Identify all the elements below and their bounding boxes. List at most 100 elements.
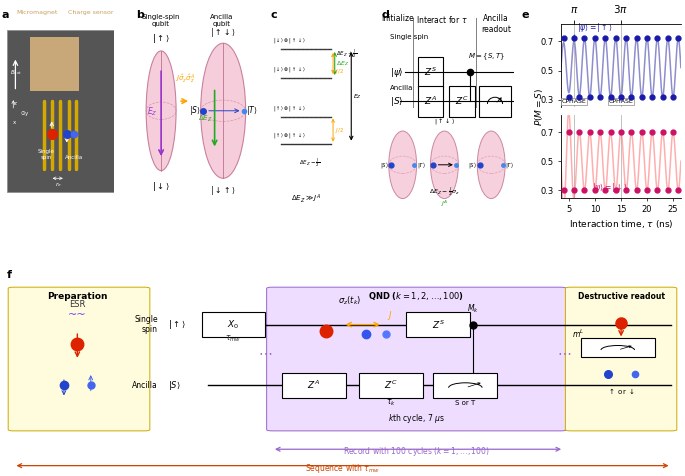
Text: $|S\rangle$: $|S\rangle$ [390, 95, 403, 108]
Text: $Z^S$: $Z^S$ [432, 318, 445, 331]
Text: $\Delta E_Z - \frac{J}{2}$: $\Delta E_Z - \frac{J}{2}$ [299, 157, 321, 169]
Text: $X_0$: $X_0$ [227, 318, 240, 331]
X-axis label: Interaction time, $\tau$ (ns): Interaction time, $\tau$ (ns) [569, 218, 673, 230]
Text: Ancilla: Ancilla [390, 85, 414, 90]
Text: CPHASE: CPHASE [608, 99, 634, 104]
Text: Ancilla: Ancilla [65, 155, 84, 160]
Text: $\Delta E_Z$: $\Delta E_Z$ [336, 59, 349, 68]
FancyBboxPatch shape [282, 373, 346, 397]
FancyBboxPatch shape [418, 57, 443, 88]
Text: $J/2$: $J/2$ [335, 67, 344, 76]
Text: $\odot$y: $\odot$y [20, 109, 29, 118]
Text: $Z^C$: $Z^C$ [384, 379, 398, 391]
Text: $Z^A$: $Z^A$ [308, 379, 321, 391]
Text: $\Delta E_Z + \frac{J}{2}$: $\Delta E_Z + \frac{J}{2}$ [336, 48, 358, 60]
FancyBboxPatch shape [8, 287, 150, 431]
Text: d: d [381, 10, 389, 20]
Text: $k$th cycle, 7 $\mu$s: $k$th cycle, 7 $\mu$s [388, 412, 445, 426]
FancyBboxPatch shape [406, 312, 470, 337]
FancyBboxPatch shape [359, 373, 423, 397]
Text: $|\downarrow\uparrow\rangle$: $|\downarrow\uparrow\rangle$ [210, 184, 236, 197]
Text: $|\downarrow\rangle\otimes|\uparrow\downarrow\rangle$: $|\downarrow\rangle\otimes|\uparrow\down… [273, 65, 306, 74]
Text: e: e [521, 10, 529, 20]
Text: x: x [13, 120, 16, 125]
Text: $|T\rangle$: $|T\rangle$ [246, 104, 257, 117]
Text: Preparation: Preparation [47, 292, 108, 301]
Text: $M_k$: $M_k$ [467, 302, 479, 315]
Text: $J$: $J$ [387, 309, 393, 322]
Ellipse shape [389, 131, 416, 198]
Text: $Z^C$: $Z^C$ [456, 95, 469, 107]
Text: Micromagnet: Micromagnet [16, 10, 58, 15]
Text: Interact for $\tau$: Interact for $\tau$ [416, 14, 468, 25]
Text: $Z^S$: $Z^S$ [424, 66, 437, 79]
Text: ESR: ESR [69, 299, 86, 308]
Text: QND ($k = 1, 2, \ldots, 100$): QND ($k = 1, 2, \ldots, 100$) [369, 290, 464, 302]
Text: $|S\rangle$: $|S\rangle$ [189, 104, 201, 117]
Text: $|\downarrow\rangle$: $|\downarrow\rangle$ [152, 180, 170, 193]
Text: $P(M = S)$: $P(M = S)$ [533, 88, 545, 126]
Text: Record with 100 cycles ($k = 1, \ldots, 100$): Record with 100 cycles ($k = 1, \ldots, … [343, 445, 490, 458]
Text: $|\psi\rangle$: $|\psi\rangle$ [390, 66, 403, 79]
Text: Destructive readout: Destructive readout [577, 292, 664, 301]
Text: Ancilla: Ancilla [132, 381, 158, 390]
Text: $\sigma_z(t_k)$: $\sigma_z(t_k)$ [338, 294, 361, 307]
Text: $|S\rangle$: $|S\rangle$ [469, 160, 477, 170]
Text: $\Delta E_Z$: $\Delta E_Z$ [198, 113, 212, 124]
Text: $Z^A$: $Z^A$ [424, 95, 437, 107]
Text: $\cdots$: $\cdots$ [258, 346, 273, 359]
FancyBboxPatch shape [479, 86, 512, 117]
FancyBboxPatch shape [266, 287, 566, 431]
Text: Single-spin
qubit: Single-spin qubit [142, 14, 180, 27]
FancyBboxPatch shape [449, 86, 475, 117]
Text: c: c [270, 10, 277, 20]
Text: $|\uparrow\rangle$: $|\uparrow\rangle$ [152, 32, 170, 45]
Text: $|\uparrow\downarrow\rangle$: $|\uparrow\downarrow\rangle$ [434, 116, 455, 126]
Text: $|\psi\rangle = |\uparrow\rangle$: $|\psi\rangle = |\uparrow\rangle$ [573, 21, 613, 38]
Text: $|T\rangle$: $|T\rangle$ [505, 160, 514, 170]
Text: Ancilla
qubit: Ancilla qubit [210, 14, 234, 27]
Ellipse shape [430, 131, 458, 198]
Text: $|\psi\rangle = |\downarrow\rangle$: $|\psi\rangle = |\downarrow\rangle$ [593, 181, 629, 194]
Text: $\uparrow$ or $\downarrow$: $\uparrow$ or $\downarrow$ [607, 387, 635, 396]
Text: $B_{\rm ext}$: $B_{\rm ext}$ [10, 68, 22, 77]
FancyBboxPatch shape [581, 337, 655, 357]
Text: $|\uparrow\downarrow\rangle$: $|\uparrow\downarrow\rangle$ [210, 26, 236, 40]
Text: $\cdots$: $\cdots$ [557, 346, 571, 359]
FancyBboxPatch shape [433, 373, 497, 397]
Text: $J^A$: $J^A$ [440, 198, 449, 208]
Text: $E_Z$: $E_Z$ [353, 92, 362, 101]
Text: $\tau_{mw}$: $\tau_{mw}$ [225, 334, 242, 345]
FancyBboxPatch shape [201, 312, 265, 337]
Text: $\Delta E_Z - \frac{J}{2}\sigma_z$: $\Delta E_Z - \frac{J}{2}\sigma_z$ [429, 185, 460, 198]
Text: $\tau_k$: $\tau_k$ [386, 398, 396, 408]
Text: Single spin: Single spin [390, 34, 428, 40]
Text: $|S\rangle$: $|S\rangle$ [379, 160, 389, 170]
Text: $|\uparrow\rangle\otimes|\uparrow\downarrow\rangle$: $|\uparrow\rangle\otimes|\uparrow\downar… [273, 131, 306, 140]
Text: $|\downarrow\rangle\otimes|\uparrow\downarrow\rangle$: $|\downarrow\rangle\otimes|\uparrow\down… [273, 36, 306, 45]
Text: Charge sensor: Charge sensor [68, 10, 113, 15]
Text: Single
spin: Single spin [134, 315, 158, 334]
Text: $J\hat{\sigma}_z\hat{\sigma}_z^A$: $J\hat{\sigma}_z\hat{\sigma}_z^A$ [175, 73, 195, 86]
Text: f: f [7, 270, 12, 280]
Text: $M = \{S, T\}$: $M = \{S, T\}$ [468, 51, 505, 62]
FancyBboxPatch shape [418, 86, 443, 117]
Text: Initialize: Initialize [382, 14, 414, 23]
Ellipse shape [201, 43, 246, 179]
Text: $J/2$: $J/2$ [335, 126, 344, 135]
Text: z: z [13, 101, 16, 106]
Text: $E_Z$: $E_Z$ [147, 106, 158, 118]
Text: ~~: ~~ [68, 310, 87, 320]
Text: Sequence with $\tau_{mw}$: Sequence with $\tau_{mw}$ [305, 462, 380, 475]
Text: $|S\rangle$: $|S\rangle$ [168, 379, 181, 392]
Ellipse shape [477, 131, 505, 198]
Text: S or T: S or T [456, 400, 475, 406]
Text: a: a [1, 10, 9, 20]
Text: CPHASE: CPHASE [562, 99, 586, 104]
Text: Ancilla
readout: Ancilla readout [482, 14, 511, 34]
Text: $|\uparrow\rangle$: $|\uparrow\rangle$ [168, 318, 186, 331]
FancyBboxPatch shape [7, 30, 114, 192]
FancyBboxPatch shape [30, 38, 79, 91]
Text: b: b [136, 10, 145, 20]
FancyBboxPatch shape [565, 287, 677, 431]
